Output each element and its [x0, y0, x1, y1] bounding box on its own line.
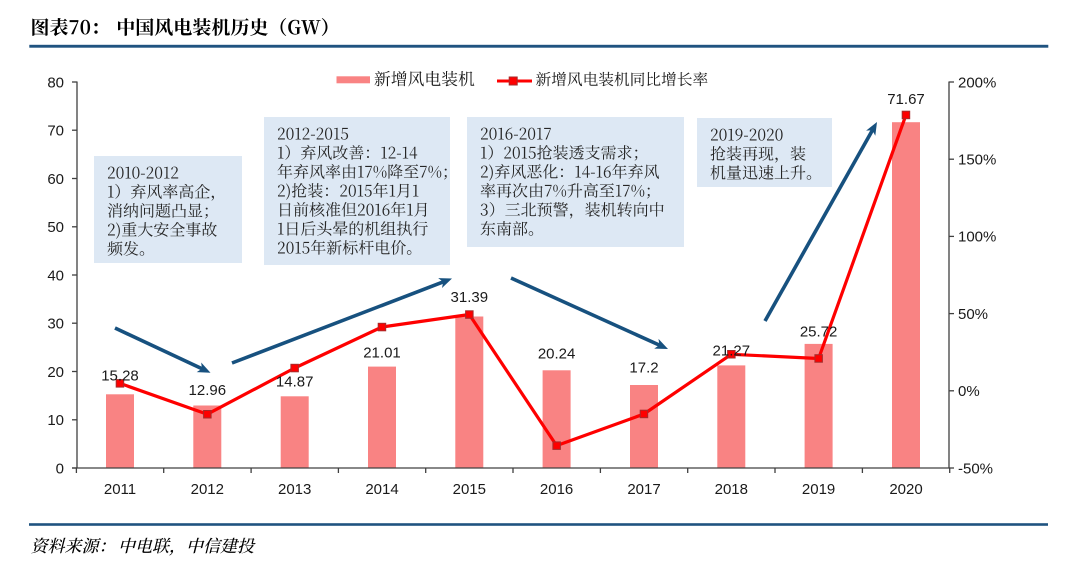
svg-text:12.96: 12.96: [189, 382, 227, 399]
svg-text:2012: 2012: [191, 481, 224, 498]
svg-text:60: 60: [47, 171, 64, 188]
svg-text:21.27: 21.27: [713, 342, 751, 359]
svg-text:14.87: 14.87: [276, 373, 314, 390]
svg-text:10: 10: [47, 412, 64, 429]
svg-text:100%: 100%: [958, 229, 996, 246]
svg-text:2011: 2011: [104, 481, 136, 498]
svg-text:71.67: 71.67: [887, 91, 925, 108]
svg-text:21.01: 21.01: [363, 344, 401, 361]
svg-text:15.28: 15.28: [101, 367, 139, 384]
svg-text:2014: 2014: [365, 481, 398, 498]
svg-text:2017: 2017: [627, 481, 660, 498]
svg-text:0%: 0%: [958, 383, 980, 400]
svg-text:150%: 150%: [958, 152, 996, 169]
svg-text:50%: 50%: [958, 306, 988, 323]
svg-text:30: 30: [47, 316, 64, 333]
svg-text:200%: 200%: [958, 74, 996, 91]
svg-text:-50%: -50%: [958, 460, 993, 477]
svg-text:2020: 2020: [889, 481, 922, 498]
svg-text:2018: 2018: [715, 481, 748, 498]
svg-text:80: 80: [47, 74, 64, 91]
svg-text:20: 20: [47, 364, 64, 381]
svg-text:40: 40: [47, 267, 64, 284]
svg-text:2015: 2015: [453, 481, 486, 498]
svg-text:20.24: 20.24: [538, 345, 576, 362]
svg-text:25.72: 25.72: [800, 323, 838, 340]
svg-text:0: 0: [56, 460, 64, 477]
svg-text:50: 50: [47, 219, 64, 236]
svg-text:70: 70: [47, 123, 64, 140]
svg-text:31.39: 31.39: [451, 289, 489, 306]
svg-text:2019: 2019: [802, 481, 835, 498]
svg-text:2016: 2016: [540, 481, 573, 498]
svg-text:17.2: 17.2: [629, 359, 658, 376]
svg-text:2013: 2013: [278, 481, 311, 498]
